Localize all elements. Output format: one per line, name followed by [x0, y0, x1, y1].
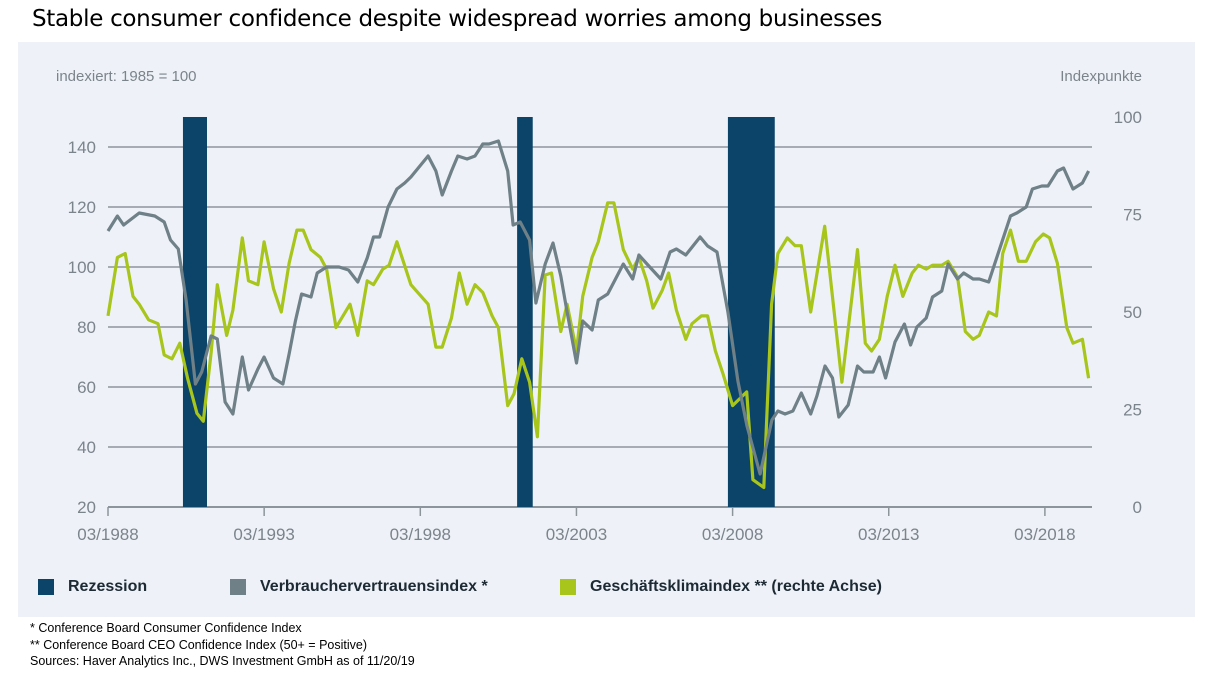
footnote: Sources: Haver Analytics Inc., DWS Inves…	[30, 654, 415, 668]
left-tick-label: 120	[68, 198, 96, 217]
footnote: ** Conference Board CEO Confidence Index…	[30, 637, 367, 652]
left-tick-label: 40	[77, 438, 96, 457]
left-tick-label: 140	[68, 138, 96, 157]
recession-bar	[517, 117, 533, 507]
legend-swatch-recession	[38, 579, 54, 595]
consumer-confidence-line	[106, 139, 1091, 476]
left-tick-label: 60	[77, 378, 96, 397]
footnote: * Conference Board Consumer Confidence I…	[30, 621, 302, 635]
right-tick-label: 75	[1123, 206, 1142, 225]
legend-swatch-business	[560, 579, 576, 595]
x-tick-label: 03/2018	[1014, 525, 1075, 544]
left-tick-label: 80	[77, 318, 96, 337]
legend-label: Geschäftsklimaindex ** (rechte Achse)	[590, 578, 882, 595]
legend-label: Verbrauchervertrauensindex *	[260, 578, 488, 595]
business-climate-line	[106, 201, 1091, 490]
x-tick-label: 03/1988	[77, 525, 138, 544]
right-tick-label: 0	[1133, 498, 1142, 517]
legend-item-recession: Rezession	[38, 578, 147, 596]
x-tick-label: 03/1998	[390, 525, 451, 544]
right-tick-label: 25	[1123, 401, 1142, 420]
left-axis-title: indexiert: 1985 = 100	[56, 68, 197, 85]
x-tick-label: 03/2003	[546, 525, 607, 544]
legend-item-consumer: Verbrauchervertrauensindex *	[230, 578, 488, 596]
x-tick-label: 03/2013	[858, 525, 919, 544]
legend-item-business: Geschäftsklimaindex ** (rechte Achse)	[560, 578, 882, 596]
right-tick-label: 100	[1114, 108, 1142, 127]
right-axis-title: Indexpunkte	[1060, 68, 1142, 85]
chart-title: Stable consumer confidence despite wides…	[32, 6, 883, 32]
footnotes: * Conference Board Consumer Confidence I…	[30, 620, 415, 670]
x-tick-label: 03/2008	[702, 525, 763, 544]
left-tick-label: 20	[77, 498, 96, 517]
left-tick-label: 100	[68, 258, 96, 277]
legend-label: Rezession	[68, 578, 148, 595]
right-tick-label: 50	[1123, 303, 1142, 322]
legend-swatch-consumer	[230, 579, 246, 595]
x-tick-label: 03/1993	[233, 525, 294, 544]
